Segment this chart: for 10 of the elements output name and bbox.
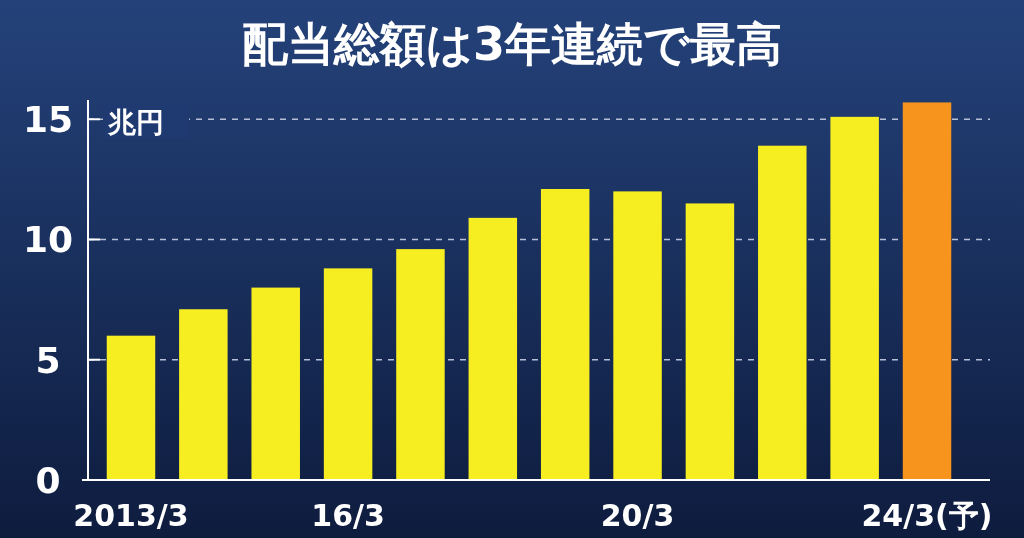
x-tick-label: 20/3 xyxy=(600,498,675,533)
x-tick-label: 2013/3 xyxy=(73,498,189,533)
y-axis-title: 兆円 xyxy=(107,106,164,139)
x-tick-label: 24/3(予) xyxy=(861,498,993,533)
x-tick-label: 16/3 xyxy=(311,498,385,533)
y-tick-label: 10 xyxy=(22,219,74,261)
y-tick-label: 15 xyxy=(22,99,74,141)
y-tick-label: 0 xyxy=(35,459,61,501)
y-tick-label: 5 xyxy=(35,339,61,381)
chart-title: 配当総額は3年連続で最高 xyxy=(241,17,783,71)
